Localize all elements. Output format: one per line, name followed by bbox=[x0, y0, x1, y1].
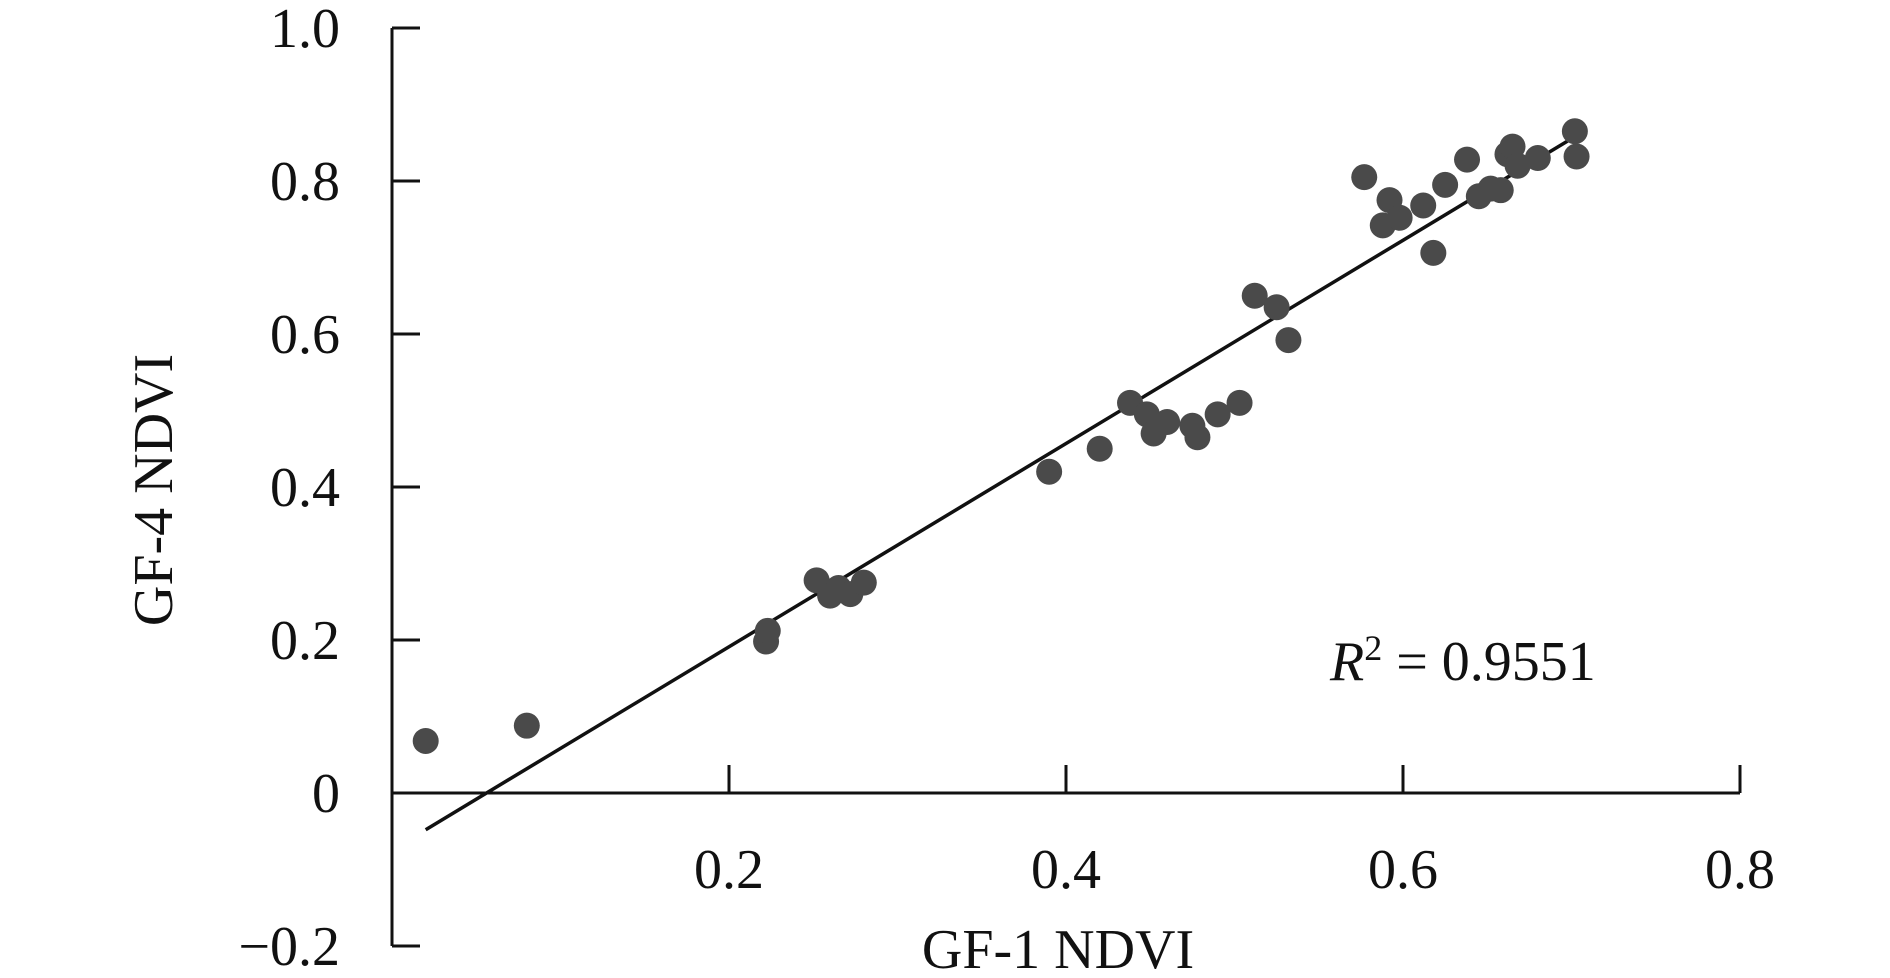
data-point bbox=[412, 727, 439, 754]
y-tick-label: 0 bbox=[312, 763, 340, 825]
data-point bbox=[1420, 239, 1447, 266]
data-point bbox=[1410, 192, 1437, 219]
y-tick-label: 0.8 bbox=[270, 151, 340, 213]
data-point bbox=[1386, 204, 1413, 231]
data-point bbox=[754, 617, 781, 644]
y-ticks: −0.2 0 0.2 0.4 0.6 0.8 1.0 bbox=[238, 0, 420, 978]
data-point bbox=[1504, 152, 1531, 179]
regression-line-group bbox=[424, 132, 1581, 832]
r-squared-variable: R bbox=[1329, 631, 1364, 693]
y-axis-title: GF-4 NDVI bbox=[123, 354, 185, 626]
data-point bbox=[1351, 164, 1378, 191]
data-point bbox=[1487, 177, 1514, 204]
x-tick-label: 0.8 bbox=[1705, 839, 1775, 901]
data-point bbox=[1241, 282, 1268, 309]
data-point bbox=[1036, 458, 1063, 485]
data-point bbox=[1204, 401, 1231, 428]
r-squared-annotation: R2 = 0.9551 bbox=[1329, 628, 1596, 693]
y-tick-label: 1.0 bbox=[270, 0, 340, 60]
data-point bbox=[1086, 435, 1113, 462]
x-tick-label: 0.6 bbox=[1368, 839, 1438, 901]
regression-line bbox=[424, 132, 1581, 832]
r-squared-value: = 0.9551 bbox=[1382, 631, 1596, 693]
data-point bbox=[1454, 146, 1481, 173]
data-point bbox=[1184, 424, 1211, 451]
data-point bbox=[1432, 171, 1459, 198]
x-tick-label: 0.2 bbox=[694, 839, 764, 901]
data-point bbox=[1226, 389, 1253, 416]
data-point bbox=[1563, 143, 1590, 170]
y-tick-label: 0.6 bbox=[270, 304, 340, 366]
x-ticks: 0.2 0.4 0.6 0.8 bbox=[694, 765, 1775, 901]
y-tick-label: −0.2 bbox=[238, 916, 340, 978]
x-tick-label: 0.4 bbox=[1031, 839, 1101, 901]
axes: −0.2 0 0.2 0.4 0.6 0.8 1.0 0.2 0.4 0.6 0.8 bbox=[238, 0, 1775, 978]
data-point bbox=[1561, 118, 1588, 145]
data-point bbox=[850, 569, 877, 596]
x-axis-title: GF-1 NDVI bbox=[922, 919, 1194, 978]
data-point bbox=[513, 712, 540, 739]
r-squared-exponent: 2 bbox=[1364, 628, 1382, 668]
y-tick-label: 0.2 bbox=[270, 610, 340, 672]
y-tick-label: 0.4 bbox=[270, 457, 340, 519]
data-point bbox=[1154, 408, 1181, 435]
data-point bbox=[1263, 294, 1290, 321]
data-point bbox=[1275, 327, 1302, 354]
data-point bbox=[1524, 145, 1551, 172]
data-points bbox=[412, 118, 1590, 754]
